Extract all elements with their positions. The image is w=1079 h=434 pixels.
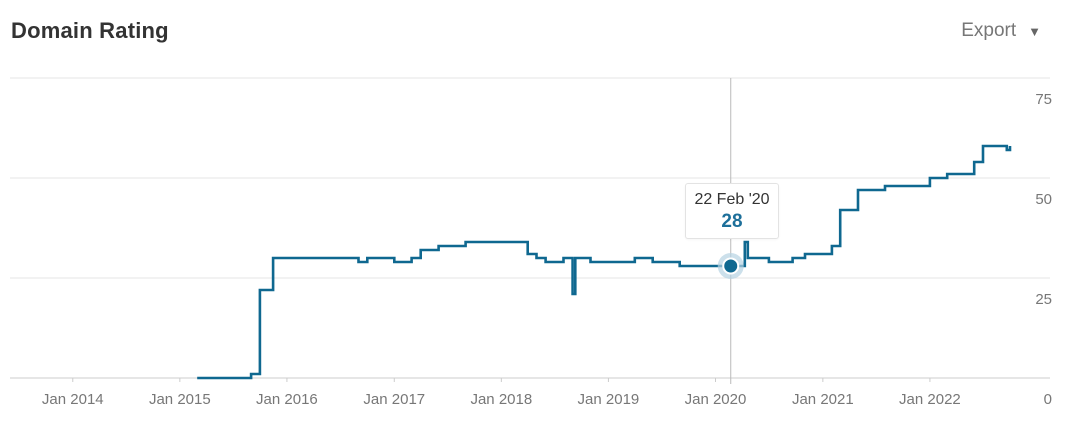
hover-marker-point[interactable]	[722, 257, 740, 275]
x-axis-labels: Jan 2014 Jan 2015 Jan 2016 Jan 2017 Jan 2018…	[42, 378, 961, 408]
x-tick-label-2020: Jan 2020	[685, 391, 747, 408]
x-tick-label-2022: Jan 2022	[899, 391, 961, 408]
x-tick-label-2017: Jan 2017	[363, 391, 425, 408]
series-line-domain-rating[interactable]	[197, 144, 1012, 380]
x-tick-label-2019: Jan 2019	[578, 391, 640, 408]
chart-title: Domain Rating	[11, 18, 169, 43]
x-tick-label-2016: Jan 2016	[256, 391, 318, 408]
x-tick-label-2015: Jan 2015	[149, 391, 211, 408]
tooltip-date: 22 Feb '20	[694, 191, 770, 208]
y-tick-label-25: 25	[1035, 291, 1052, 308]
y-tick-label-75: 75	[1035, 91, 1052, 108]
caret-down-icon: ▼	[1028, 23, 1041, 39]
tooltip-value: 28	[721, 211, 743, 232]
export-label: Export	[961, 20, 1017, 41]
grid-lines	[10, 77, 1050, 379]
export-button[interactable]: Export ▼	[961, 20, 1041, 42]
x-tick-label-2018: Jan 2018	[470, 391, 532, 408]
y-axis-labels: 0 25 50 75	[1035, 91, 1052, 408]
x-tick-label-2021: Jan 2021	[792, 391, 854, 408]
x-tick-label-2014: Jan 2014	[42, 391, 104, 408]
y-tick-label-50: 50	[1035, 191, 1052, 208]
y-tick-label-0: 0	[1044, 391, 1052, 408]
hover-tooltip: 22 Feb '20 28	[685, 183, 779, 239]
